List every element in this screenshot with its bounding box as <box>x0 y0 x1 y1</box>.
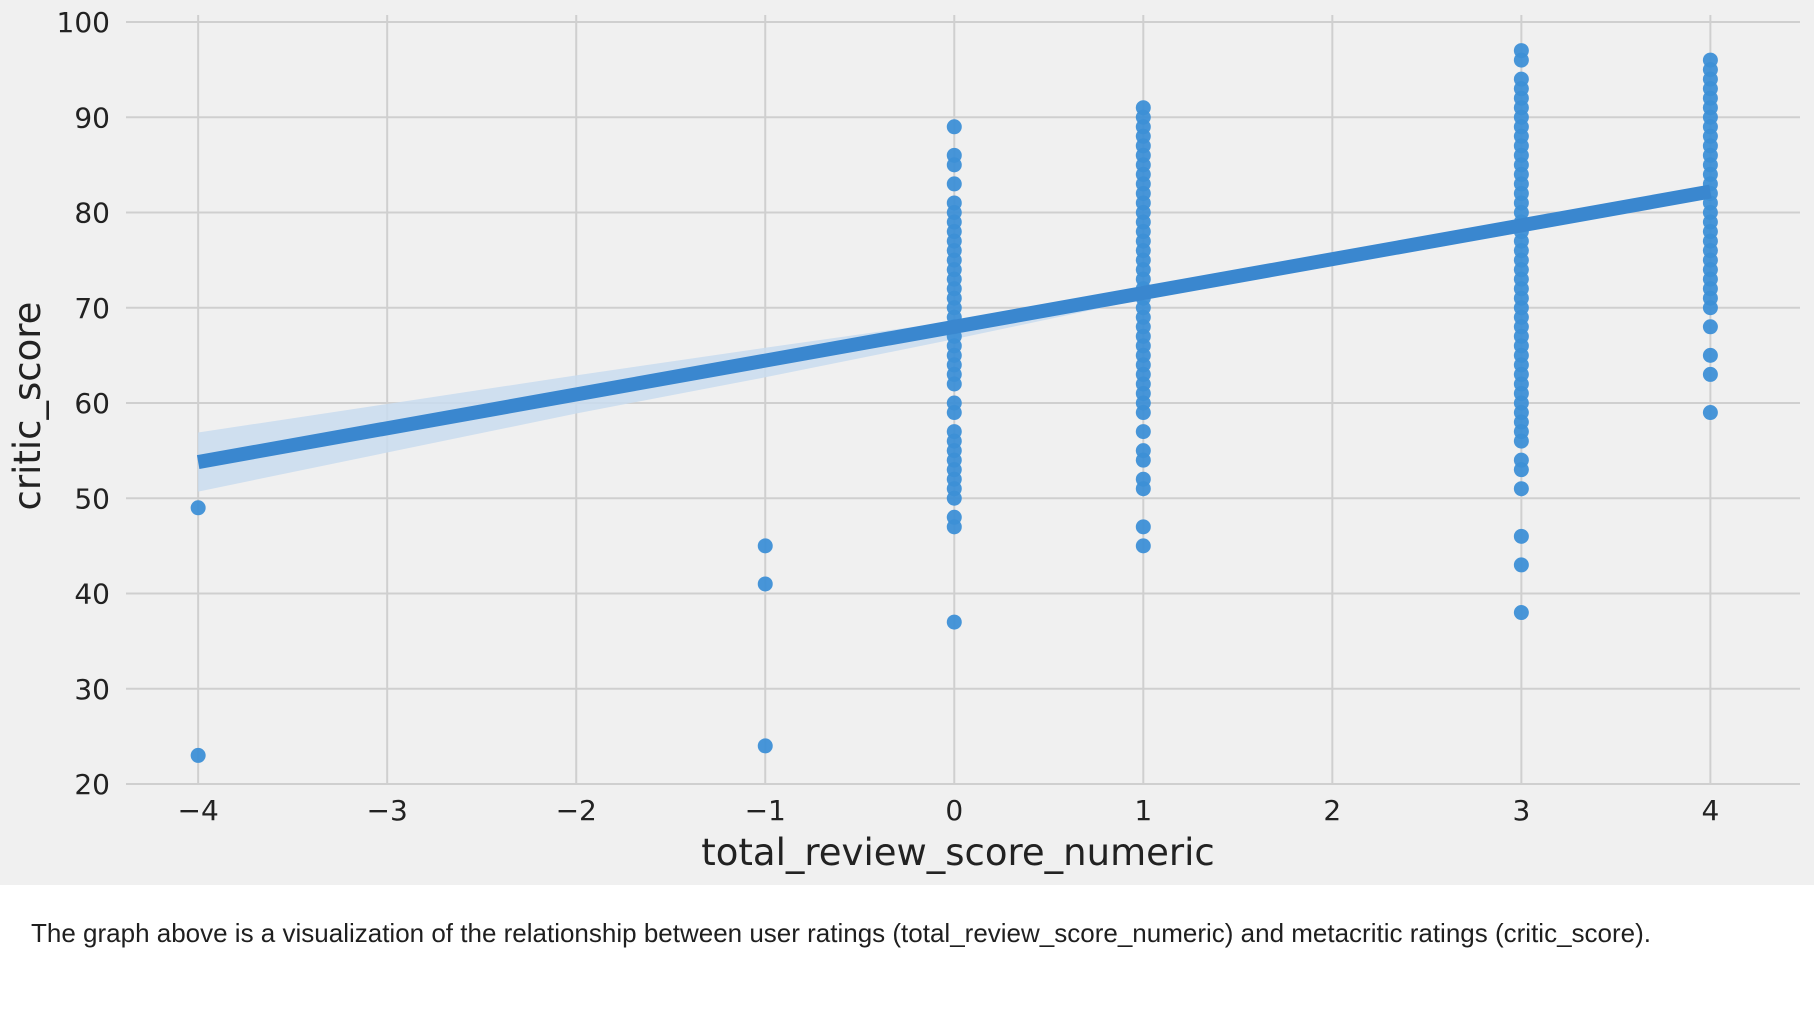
scatter-chart: −4 −3 −2 −1 0 1 2 3 4 20 30 40 50 60 70 80 90 100 total_r… <box>6 6 1800 874</box>
data-point <box>1135 452 1151 468</box>
y-tick-label: 80 <box>74 197 110 230</box>
data-point <box>1513 433 1529 449</box>
data-point <box>190 747 206 763</box>
y-tick-label: 30 <box>74 673 110 706</box>
x-tick-label: −1 <box>745 794 786 827</box>
data-point <box>946 119 962 135</box>
data-point <box>1513 557 1529 573</box>
data-point <box>1135 405 1151 421</box>
caption-text: The graph above is a visualization of th… <box>31 918 1651 948</box>
data-point <box>1702 405 1718 421</box>
x-tick-label: −3 <box>367 794 408 827</box>
data-point <box>946 176 962 192</box>
data-point <box>1513 52 1529 68</box>
data-point <box>1135 481 1151 497</box>
y-tick-label: 100 <box>57 6 110 39</box>
data-point <box>1513 605 1529 621</box>
tick-labels: −4 −3 −2 −1 0 1 2 3 4 20 30 40 50 60 70 80 90 100 <box>57 6 1720 827</box>
data-point <box>1513 528 1529 544</box>
x-tick-label: −2 <box>556 794 597 827</box>
data-point <box>1702 366 1718 382</box>
y-tick-label: 70 <box>74 292 110 325</box>
chart-area: −4 −3 −2 −1 0 1 2 3 4 20 30 40 50 60 70 80 90 100 total_r… <box>0 0 1814 885</box>
data-point <box>1513 481 1529 497</box>
y-tick-label: 90 <box>74 101 110 134</box>
points-layer <box>190 43 1718 763</box>
x-tick-label: 1 <box>1134 794 1152 827</box>
x-tick-label: −4 <box>178 794 219 827</box>
data-point <box>757 538 773 554</box>
data-point <box>1702 319 1718 335</box>
y-tick-label: 50 <box>74 482 110 515</box>
y-axis-label: critic_score <box>6 302 49 511</box>
regression-layer <box>196 184 1712 469</box>
data-point <box>1135 424 1151 440</box>
data-point <box>946 157 962 173</box>
x-tick-label: 4 <box>1701 794 1719 827</box>
data-point <box>1513 462 1529 478</box>
data-point <box>946 376 962 392</box>
x-tick-label: 2 <box>1323 794 1341 827</box>
x-axis-label: total_review_score_numeric <box>701 831 1214 874</box>
data-point <box>946 519 962 535</box>
x-tick-label: 0 <box>945 794 963 827</box>
data-point <box>757 576 773 592</box>
data-point <box>946 405 962 421</box>
grid <box>126 15 1800 785</box>
y-tick-label: 40 <box>74 578 110 611</box>
data-point <box>1135 538 1151 554</box>
data-point <box>1702 347 1718 363</box>
data-point <box>1135 519 1151 535</box>
y-tick-label: 60 <box>74 387 110 420</box>
data-point <box>190 500 206 516</box>
data-point <box>757 738 773 754</box>
y-tick-label: 20 <box>74 768 110 801</box>
x-tick-label: 3 <box>1512 794 1530 827</box>
data-point <box>946 614 962 630</box>
regression-line <box>196 184 1712 469</box>
data-point <box>946 490 962 506</box>
data-point <box>1702 300 1718 316</box>
